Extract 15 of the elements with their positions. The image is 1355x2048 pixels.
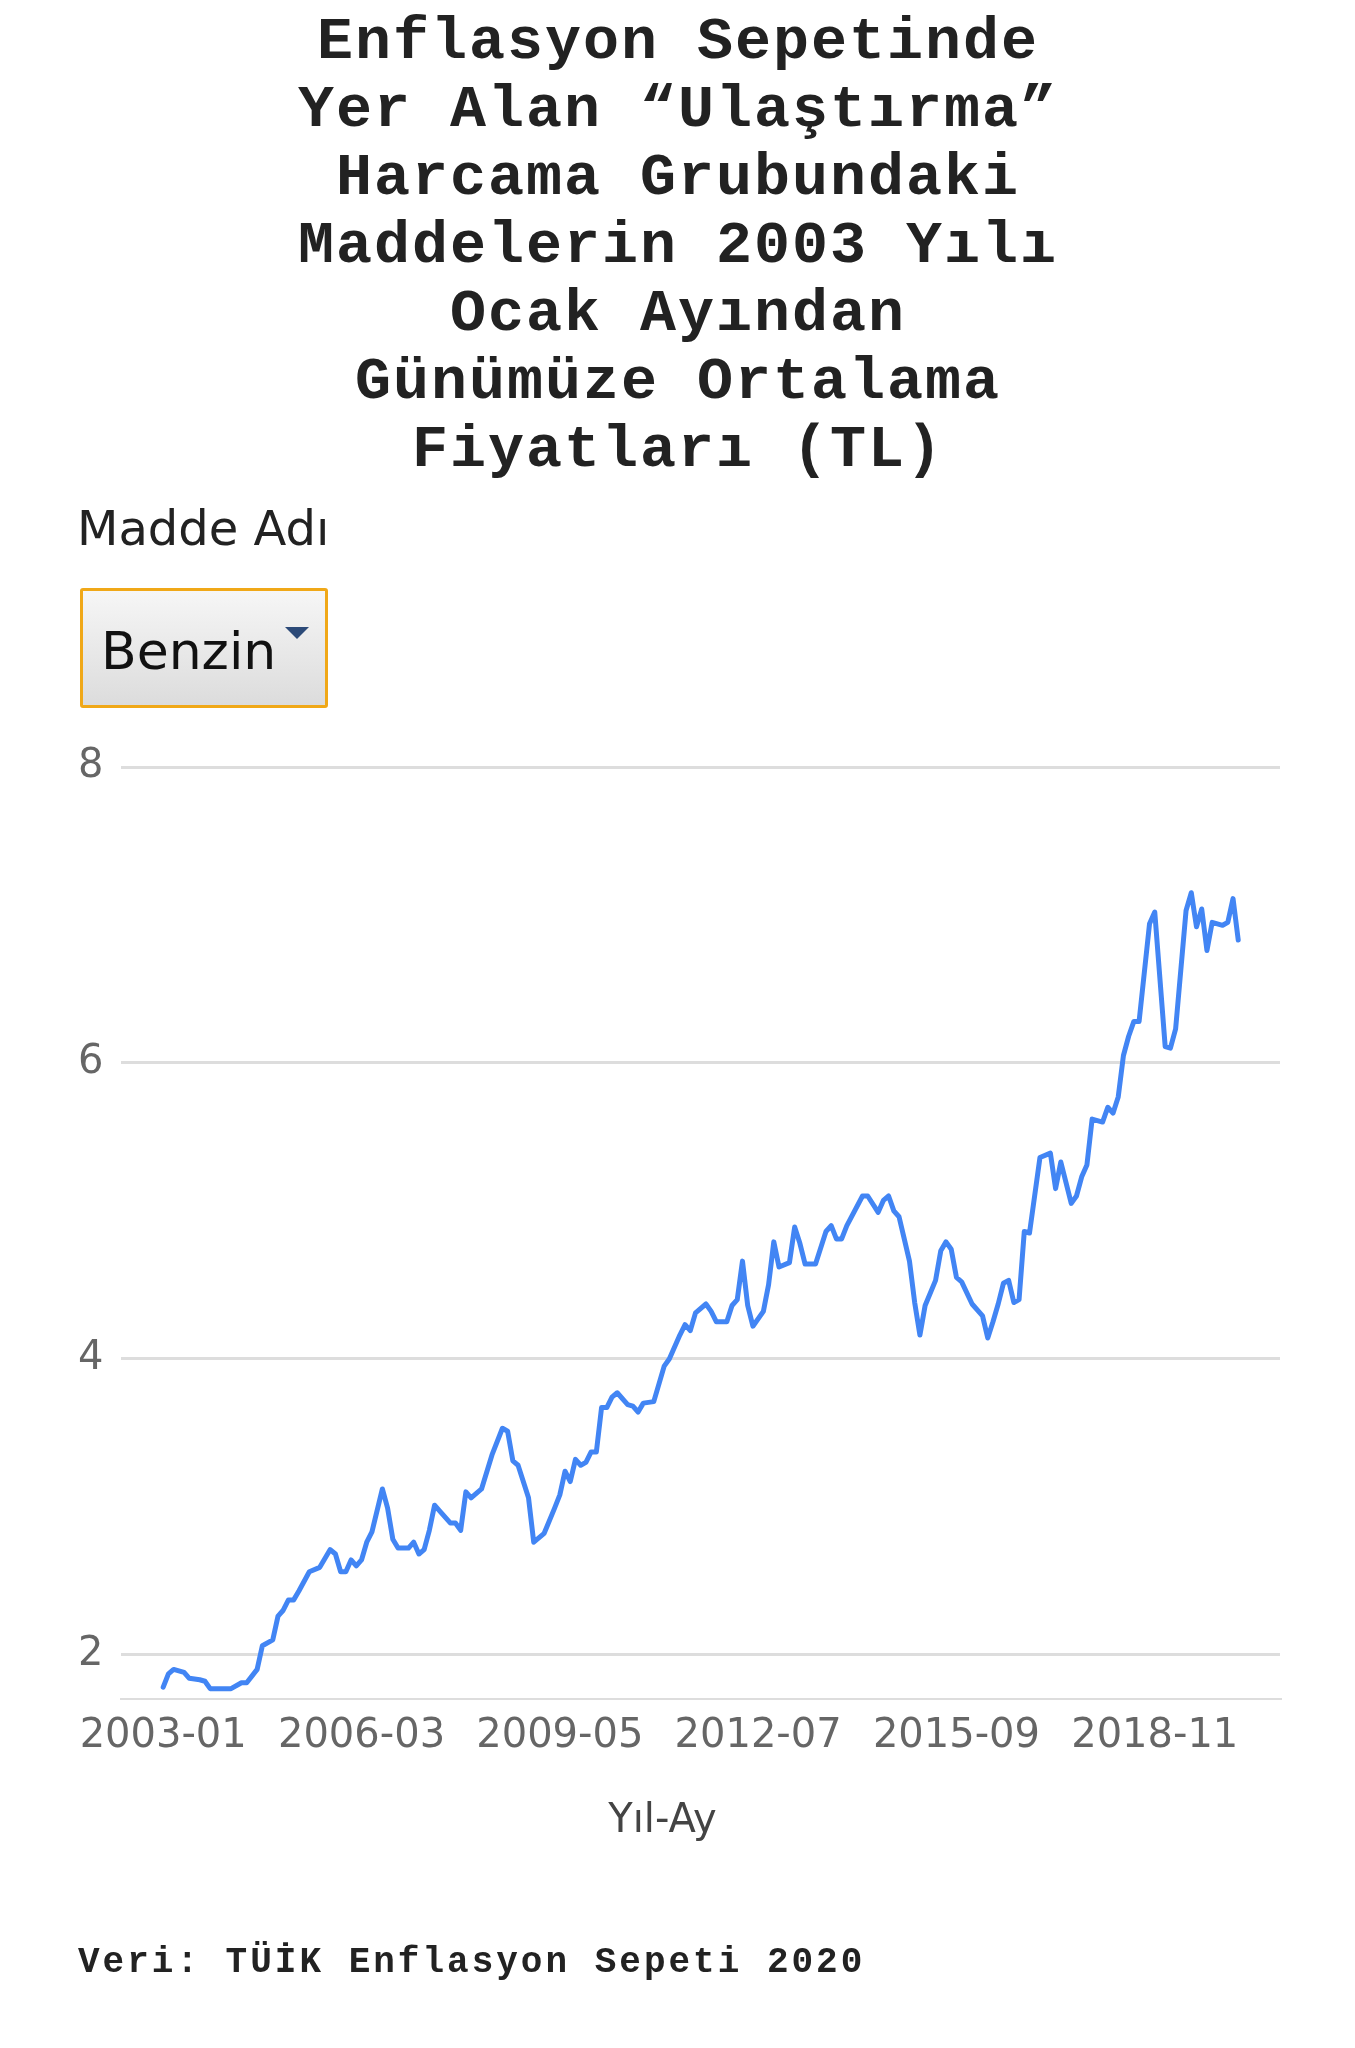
x-tick-label: 2015-09: [872, 1710, 1041, 1757]
y-tick-label: 2: [78, 1628, 104, 1675]
x-tick-label: 2006-03: [277, 1710, 446, 1757]
text: Madde Adı: [77, 500, 330, 556]
chart-title: Enflasyon Sepetinde Yer Alan “Ulaştırma” Harcama Grubundaki Maddelerin 2003 Yılı Ocak Ayından Günümüze Ortalama Fiyatları (TL): [296, 8, 1060, 484]
x-tick-label: 2012-07: [674, 1710, 842, 1757]
dropdown: Benzin: [80, 588, 328, 708]
x-axis-title: Yıl-Ay: [607, 1795, 718, 1841]
x-tick-label: 2003-01: [79, 1710, 247, 1757]
y-tick-label: 8: [78, 740, 104, 787]
x-tick-label: 2009-05: [476, 1710, 644, 1757]
x-tick-label: 2018-11: [1071, 1710, 1239, 1757]
y-tick-label: 4: [78, 1332, 104, 1379]
y-tick-label: 6: [78, 1036, 104, 1083]
text: Veri: TÜİK Enflasyon Sepeti 2020: [78, 1942, 866, 1983]
